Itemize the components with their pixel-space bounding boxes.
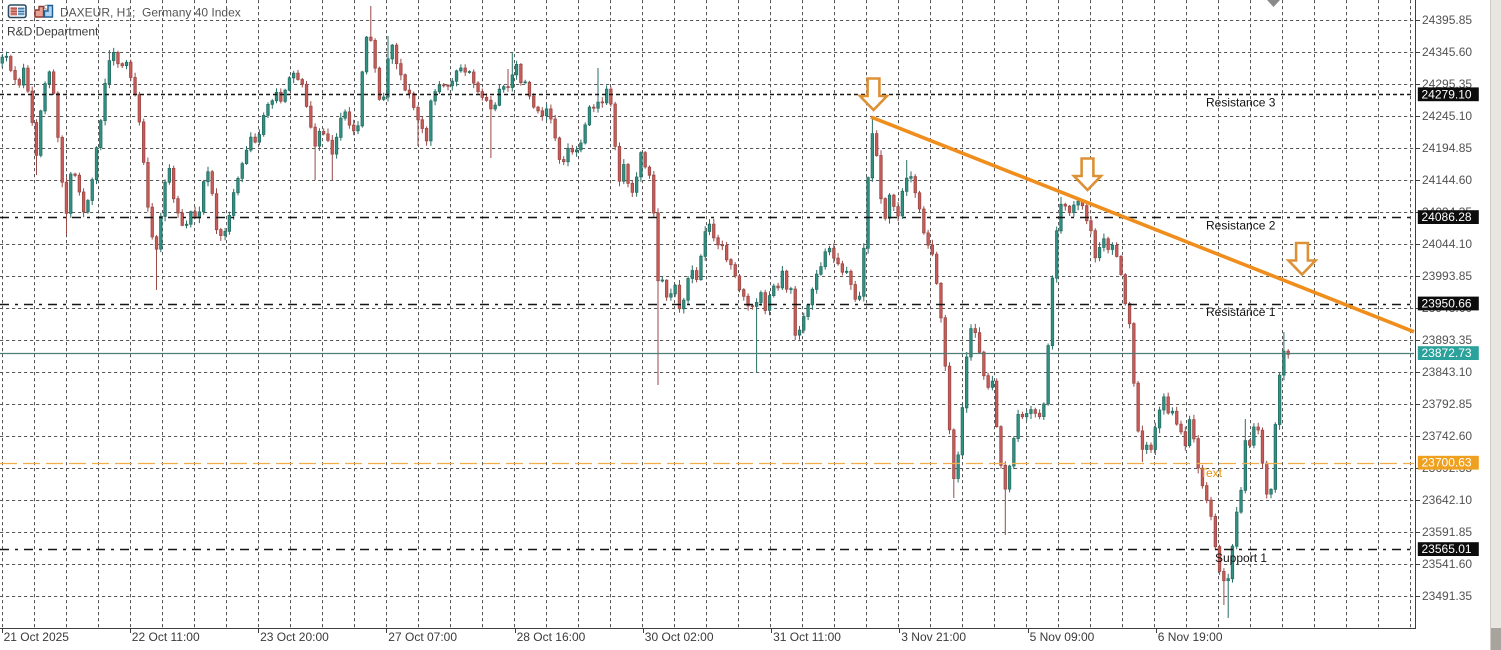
svg-text:24194.85: 24194.85 (1422, 141, 1472, 155)
svg-text:24086.28: 24086.28 (1422, 210, 1472, 224)
svg-text:Resistance 1: Resistance 1 (1206, 305, 1276, 319)
svg-text:21 Oct 2025: 21 Oct 2025 (4, 630, 70, 644)
svg-text:3 Nov 21:00: 3 Nov 21:00 (901, 630, 966, 644)
svg-text:DAXEUR, H1; Germany 40 Index: DAXEUR, H1; Germany 40 Index (60, 6, 241, 20)
svg-text:23893.35: 23893.35 (1422, 333, 1472, 347)
svg-text:30 Oct 02:00: 30 Oct 02:00 (645, 630, 714, 644)
svg-text:22 Oct 11:00: 22 Oct 11:00 (132, 630, 200, 644)
svg-text:23 Oct 20:00: 23 Oct 20:00 (260, 630, 329, 644)
svg-text:Text: Text (1200, 466, 1223, 480)
svg-text:Resistance 3: Resistance 3 (1206, 96, 1276, 110)
svg-text:23872.73: 23872.73 (1422, 346, 1472, 360)
svg-text:24345.60: 24345.60 (1422, 45, 1472, 59)
svg-text:23950.66: 23950.66 (1422, 297, 1472, 311)
svg-text:6 Nov 19:00: 6 Nov 19:00 (1158, 630, 1223, 644)
svg-text:31 Oct 11:00: 31 Oct 11:00 (773, 630, 841, 644)
svg-text:5 Nov 09:00: 5 Nov 09:00 (1030, 630, 1095, 644)
svg-text:R&D Department: R&D Department (7, 25, 99, 39)
svg-text:23792.85: 23792.85 (1422, 397, 1472, 411)
svg-text:23742.60: 23742.60 (1422, 429, 1472, 443)
svg-text:23541.60: 23541.60 (1422, 557, 1472, 571)
svg-text:24279.10: 24279.10 (1422, 87, 1472, 101)
svg-text:28 Oct 16:00: 28 Oct 16:00 (517, 630, 586, 644)
svg-text:23843.10: 23843.10 (1422, 365, 1472, 379)
svg-text:23993.85: 23993.85 (1422, 269, 1472, 283)
svg-text:23491.35: 23491.35 (1422, 589, 1472, 603)
svg-text:23591.85: 23591.85 (1422, 525, 1472, 539)
svg-text:23700.63: 23700.63 (1422, 456, 1472, 470)
svg-text:Support 1: Support 1 (1215, 551, 1267, 565)
svg-text:24395.85: 24395.85 (1422, 13, 1472, 27)
svg-text:24245.10: 24245.10 (1422, 109, 1472, 123)
svg-text:24044.10: 24044.10 (1422, 237, 1472, 251)
svg-text:23565.01: 23565.01 (1422, 542, 1472, 556)
svg-text:27 Oct 07:00: 27 Oct 07:00 (388, 630, 457, 644)
svg-text:23642.10: 23642.10 (1422, 493, 1472, 507)
svg-text:24144.60: 24144.60 (1422, 173, 1472, 187)
svg-text:Resistance 2: Resistance 2 (1206, 219, 1276, 233)
